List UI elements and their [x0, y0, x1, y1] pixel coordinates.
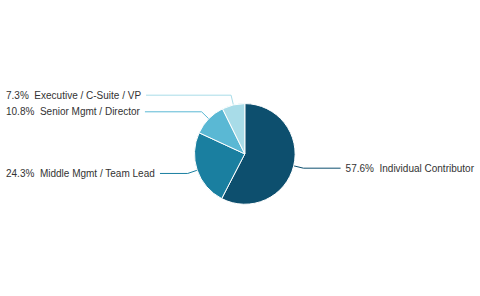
svg-text:7.3% Executive / C-Suite / VP: 7.3% Executive / C-Suite / VP [6, 90, 141, 101]
svg-text:24.3% Middle Mgmt / Team Lead: 24.3% Middle Mgmt / Team Lead [6, 168, 155, 179]
svg-text:10.8% Senior Mgmt / Director: 10.8% Senior Mgmt / Director [6, 106, 141, 117]
svg-text:57.6% Individual Contributor: 57.6% Individual Contributor [346, 163, 475, 174]
